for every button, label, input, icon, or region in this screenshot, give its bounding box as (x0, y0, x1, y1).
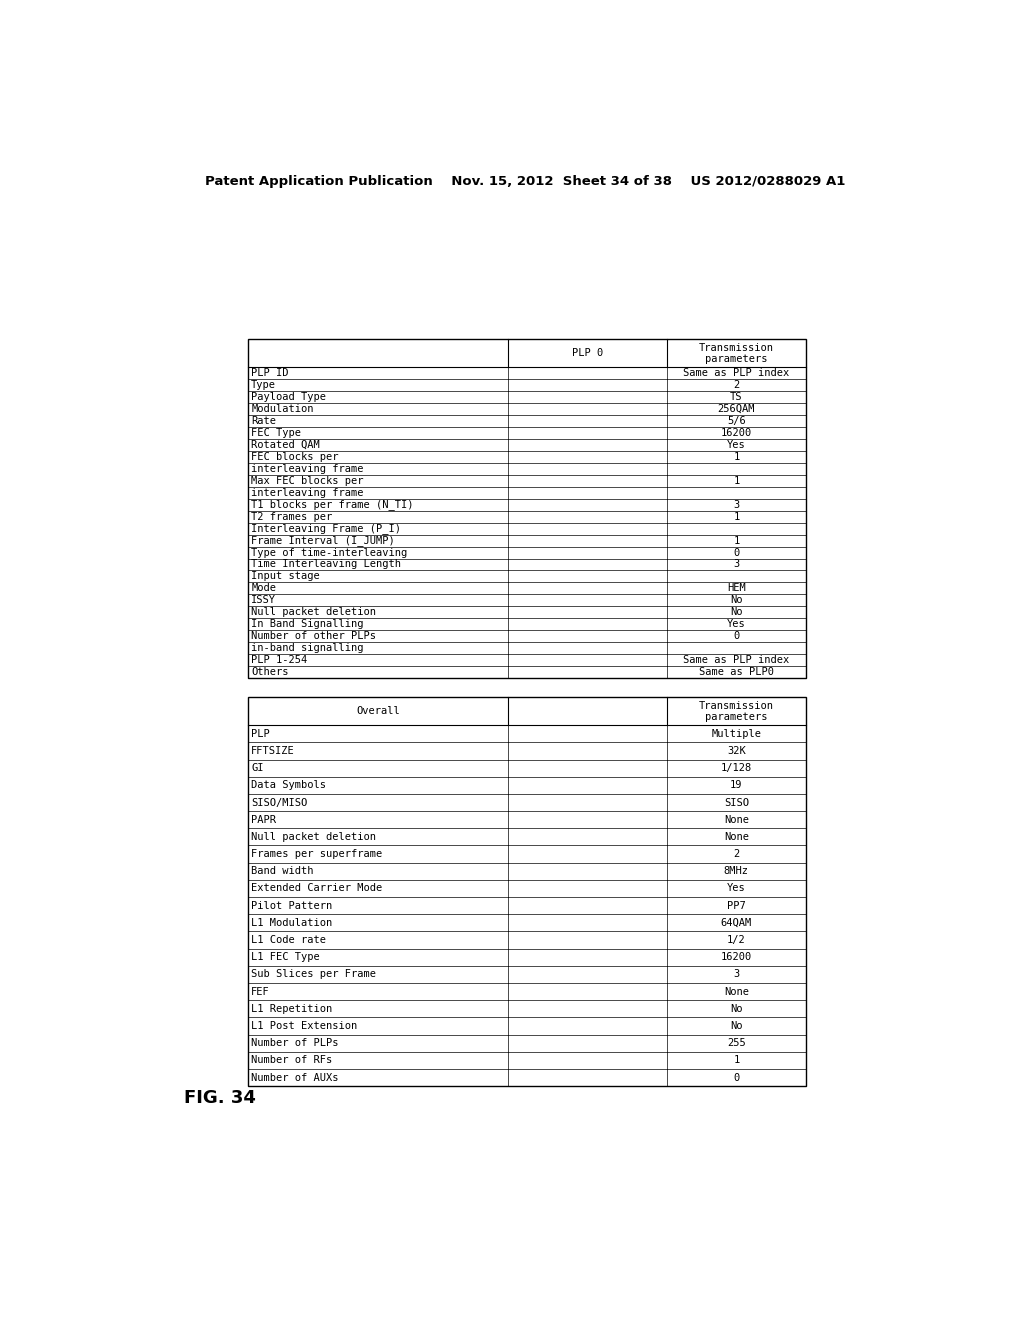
Text: Same as PLP index: Same as PLP index (683, 368, 790, 378)
Text: Input stage: Input stage (251, 572, 319, 581)
Text: PP7: PP7 (727, 900, 745, 911)
Text: HEM: HEM (727, 583, 745, 594)
Text: Type of time-interleaving: Type of time-interleaving (251, 548, 408, 557)
Text: T2 frames per: T2 frames per (251, 512, 333, 521)
Text: Yes: Yes (727, 440, 745, 450)
Text: Frames per superframe: Frames per superframe (251, 849, 383, 859)
Text: In Band Signalling: In Band Signalling (251, 619, 364, 630)
Text: FEF: FEF (251, 986, 270, 997)
Text: Band width: Band width (251, 866, 313, 876)
Text: 3: 3 (733, 500, 739, 510)
Text: 1/128: 1/128 (721, 763, 752, 774)
Text: Type: Type (251, 380, 276, 389)
Text: Modulation: Modulation (251, 404, 313, 414)
Text: TS: TS (730, 392, 742, 403)
Text: PAPR: PAPR (251, 814, 276, 825)
Text: parameters: parameters (706, 354, 768, 364)
Text: 0: 0 (733, 1073, 739, 1082)
Text: No: No (730, 607, 742, 618)
Text: 3: 3 (733, 560, 739, 569)
Text: 32K: 32K (727, 746, 745, 756)
Text: 19: 19 (730, 780, 742, 791)
Text: 2: 2 (733, 380, 739, 389)
Text: PLP ID: PLP ID (251, 368, 289, 378)
Text: L1 Post Extension: L1 Post Extension (251, 1022, 357, 1031)
Bar (248, 339, 806, 678)
Text: in-band signalling: in-band signalling (251, 643, 364, 653)
Text: interleaving frame: interleaving frame (251, 487, 364, 498)
Text: Same as PLP0: Same as PLP0 (698, 667, 774, 677)
Text: 255: 255 (727, 1039, 745, 1048)
Text: 1: 1 (733, 536, 739, 545)
Text: Frame Interval (I_JUMP): Frame Interval (I_JUMP) (251, 535, 395, 546)
Text: PLP 1-254: PLP 1-254 (251, 655, 307, 665)
Text: SISO/MISO: SISO/MISO (251, 797, 307, 808)
Text: Time Interleaving Length: Time Interleaving Length (251, 560, 401, 569)
Text: Number of PLPs: Number of PLPs (251, 1039, 339, 1048)
Text: FEC Type: FEC Type (251, 428, 301, 438)
Text: None: None (724, 814, 749, 825)
Text: 0: 0 (733, 548, 739, 557)
Text: 2: 2 (733, 849, 739, 859)
Text: Max FEC blocks per: Max FEC blocks per (251, 475, 364, 486)
Text: 16200: 16200 (721, 952, 752, 962)
Text: FEC blocks per: FEC blocks per (251, 451, 339, 462)
Text: Number of RFs: Number of RFs (251, 1056, 333, 1065)
Text: None: None (724, 986, 749, 997)
Text: Yes: Yes (727, 883, 745, 894)
Text: Yes: Yes (727, 619, 745, 630)
Text: SISO: SISO (724, 797, 749, 808)
Text: T1 blocks per frame (N_TI): T1 blocks per frame (N_TI) (251, 499, 414, 510)
Text: 8MHz: 8MHz (724, 866, 749, 876)
Text: ISSY: ISSY (251, 595, 276, 606)
Text: Data Symbols: Data Symbols (251, 780, 327, 791)
Text: Pilot Pattern: Pilot Pattern (251, 900, 333, 911)
Text: Null packet deletion: Null packet deletion (251, 607, 376, 618)
Text: L1 Code rate: L1 Code rate (251, 935, 327, 945)
Text: Transmission: Transmission (698, 343, 774, 354)
Text: PLP 0: PLP 0 (571, 348, 603, 358)
Text: Overall: Overall (356, 706, 399, 717)
Text: parameters: parameters (706, 711, 768, 722)
Text: 1: 1 (733, 451, 739, 462)
Text: 5/6: 5/6 (727, 416, 745, 426)
Text: Rate: Rate (251, 416, 276, 426)
Text: Payload Type: Payload Type (251, 392, 327, 403)
Text: 3: 3 (733, 969, 739, 979)
Text: Number of other PLPs: Number of other PLPs (251, 631, 376, 642)
Text: No: No (730, 1022, 742, 1031)
Text: GI: GI (251, 763, 264, 774)
Text: Same as PLP index: Same as PLP index (683, 655, 790, 665)
Text: Number of AUXs: Number of AUXs (251, 1073, 339, 1082)
Text: Interleaving Frame (P_I): Interleaving Frame (P_I) (251, 523, 401, 535)
Text: 1: 1 (733, 512, 739, 521)
Text: None: None (724, 832, 749, 842)
Text: L1 FEC Type: L1 FEC Type (251, 952, 319, 962)
Text: L1 Modulation: L1 Modulation (251, 917, 333, 928)
Text: Rotated QAM: Rotated QAM (251, 440, 319, 450)
Text: Extended Carrier Mode: Extended Carrier Mode (251, 883, 383, 894)
Text: FIG. 34: FIG. 34 (183, 1089, 256, 1106)
Bar (248, 697, 806, 1086)
Text: 1: 1 (733, 1056, 739, 1065)
Text: Null packet deletion: Null packet deletion (251, 832, 376, 842)
Text: Mode: Mode (251, 583, 276, 594)
Text: FFTSIZE: FFTSIZE (251, 746, 295, 756)
Text: interleaving frame: interleaving frame (251, 463, 364, 474)
Text: L1 Repetition: L1 Repetition (251, 1005, 333, 1014)
Text: Others: Others (251, 667, 289, 677)
Text: No: No (730, 595, 742, 606)
Text: Multiple: Multiple (712, 729, 762, 739)
Text: 256QAM: 256QAM (718, 404, 755, 414)
Text: PLP: PLP (251, 729, 270, 739)
Text: 1: 1 (733, 475, 739, 486)
Text: 0: 0 (733, 631, 739, 642)
Text: 64QAM: 64QAM (721, 917, 752, 928)
Text: No: No (730, 1005, 742, 1014)
Text: Patent Application Publication    Nov. 15, 2012  Sheet 34 of 38    US 2012/02880: Patent Application Publication Nov. 15, … (205, 176, 845, 187)
Text: 16200: 16200 (721, 428, 752, 438)
Text: Transmission: Transmission (698, 701, 774, 711)
Text: Sub Slices per Frame: Sub Slices per Frame (251, 969, 376, 979)
Text: 1/2: 1/2 (727, 935, 745, 945)
